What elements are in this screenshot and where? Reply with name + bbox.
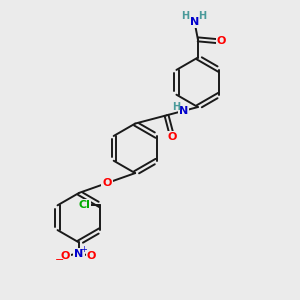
Text: N: N xyxy=(74,249,84,259)
Text: H: H xyxy=(198,11,206,21)
Text: O: O xyxy=(167,132,177,142)
Text: H: H xyxy=(172,103,181,112)
Text: O: O xyxy=(87,251,96,261)
Text: N: N xyxy=(190,17,199,27)
Text: H: H xyxy=(182,11,190,21)
Text: −: − xyxy=(55,255,64,265)
Text: O: O xyxy=(217,36,226,46)
Text: Cl: Cl xyxy=(78,200,90,210)
Text: N: N xyxy=(179,106,188,116)
Text: +: + xyxy=(80,245,87,254)
Text: O: O xyxy=(102,178,112,188)
Text: O: O xyxy=(60,251,70,261)
